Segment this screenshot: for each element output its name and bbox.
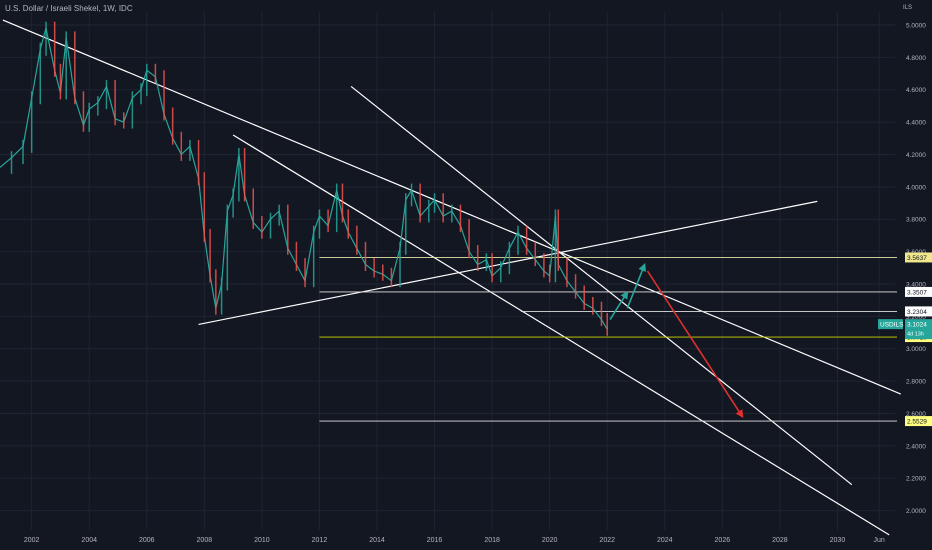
- chart-title: U.S. Dollar / Israeli Shekel, 1W, IDC: [5, 4, 133, 13]
- x-tick-label: 2006: [139, 537, 155, 544]
- y-tick-label: 2.0000: [906, 508, 926, 515]
- symbol-label: USDILS: [880, 322, 904, 329]
- currency-label: ILS: [903, 5, 913, 11]
- level-tag-label: 3.3507: [907, 289, 927, 296]
- level-tag: [905, 286, 932, 297]
- y-tick-label: 2.8000: [906, 379, 926, 386]
- forecast-arrow: [609, 290, 629, 320]
- horizontal-levels: [319, 257, 897, 422]
- level-tag: [905, 306, 932, 317]
- trend-lines: [2, 19, 901, 536]
- y-tick-label: 4.0000: [906, 184, 926, 191]
- grid-lines: [0, 12, 895, 530]
- price-tags: 3.56373.35073.23043.07192.5529USDILS3.10…: [878, 252, 932, 427]
- x-tick-label: 2018: [484, 537, 500, 544]
- x-tick-label: 2004: [81, 537, 97, 544]
- x-tick-label: 2012: [312, 537, 328, 544]
- x-tick-label: 2028: [772, 537, 788, 544]
- y-tick-label: 2.4000: [906, 443, 926, 450]
- level-tag: [905, 416, 932, 427]
- symbol-tag: [878, 319, 903, 330]
- trend-line: [198, 200, 818, 326]
- x-tick-label: 2024: [657, 537, 673, 544]
- level-tag-label: 3.2304: [907, 309, 927, 316]
- x-tick-label: 2002: [24, 537, 40, 544]
- level-tag-label: 2.5529: [907, 419, 927, 426]
- x-tick-label: 2022: [599, 537, 615, 544]
- y-tick-label: 4.6000: [906, 87, 926, 94]
- forecast-arrow: [646, 270, 744, 419]
- level-tag-label: 3.5637: [907, 255, 927, 262]
- y-axis: 5.0000 4.8000 4.6000 4.4000 4.2000 4.0000 3.80…: [906, 22, 926, 515]
- forecast-arrows: [609, 263, 744, 419]
- countdown-label: 4d 13h: [907, 332, 924, 338]
- y-tick-label: 4.2000: [906, 152, 926, 159]
- price-series: [0, 21, 608, 336]
- x-tick-label: 2014: [369, 537, 385, 544]
- x-tick-label: 2020: [542, 537, 558, 544]
- y-tick-label: 2.2000: [906, 476, 926, 483]
- y-tick-label: 4.8000: [906, 55, 926, 62]
- x-tick-label: 2016: [427, 537, 443, 544]
- trend-line: [350, 85, 853, 486]
- y-tick-label: 5.0000: [906, 22, 926, 29]
- y-tick-label: 2.6000: [906, 411, 926, 418]
- x-tick-label: Jun: [874, 537, 885, 544]
- level-tag: [905, 252, 932, 263]
- current-price-tag: [905, 319, 932, 340]
- x-tick-label: 2026: [715, 537, 731, 544]
- forecast-arrow: [626, 263, 646, 309]
- current-price-value: 3.1024: [907, 322, 927, 329]
- x-axis: 2002 2004 2006 2008 2010 2012 2014 2016 2018 2020…: [24, 537, 885, 544]
- y-tick-label: 3.8000: [906, 217, 926, 224]
- y-tick-label: 3.4000: [906, 281, 926, 288]
- trend-line: [232, 134, 890, 536]
- x-tick-label: 2010: [254, 537, 270, 544]
- y-tick-label: 3.0000: [906, 346, 926, 353]
- y-tick-label: 3.2000: [906, 314, 926, 321]
- y-tick-label: 4.4000: [906, 120, 926, 127]
- x-tick-label: 2030: [830, 537, 846, 544]
- x-tick-label: 2008: [197, 537, 213, 544]
